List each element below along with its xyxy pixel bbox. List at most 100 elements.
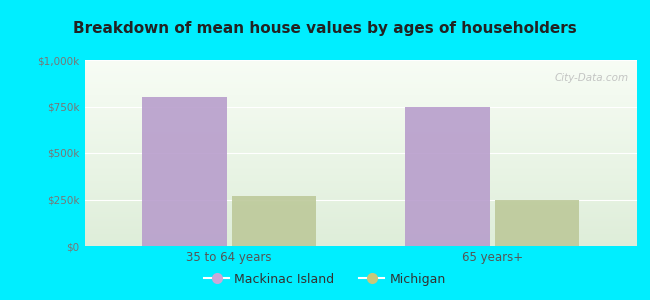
Bar [84, 129, 637, 130]
Bar [84, 84, 637, 85]
Bar [84, 193, 637, 194]
Bar [84, 97, 637, 98]
Bar [84, 227, 637, 228]
Bar [84, 168, 637, 169]
Bar [84, 187, 637, 188]
Bar [84, 135, 637, 136]
Bar [84, 131, 637, 132]
Bar [84, 120, 637, 121]
Bar [84, 67, 637, 68]
Bar [84, 177, 637, 178]
Bar [84, 92, 637, 93]
Bar [84, 150, 637, 151]
Bar [84, 110, 637, 111]
Bar [84, 164, 637, 165]
Bar [84, 96, 637, 97]
Bar [84, 236, 637, 237]
Bar [84, 89, 637, 90]
Bar [84, 233, 637, 234]
Bar [84, 68, 637, 69]
Bar [84, 126, 637, 127]
Bar [84, 80, 637, 81]
Bar [84, 167, 637, 168]
Bar [84, 115, 637, 116]
Bar [84, 240, 637, 241]
Bar [84, 117, 637, 118]
Bar [84, 142, 637, 143]
Bar [84, 121, 637, 122]
Bar [84, 146, 637, 147]
Bar [84, 181, 637, 182]
Bar [84, 149, 637, 150]
Bar [84, 95, 637, 96]
Bar [84, 90, 637, 91]
Bar [84, 69, 637, 70]
Bar [84, 201, 637, 202]
Bar [84, 65, 637, 66]
Bar [84, 124, 637, 125]
Bar [84, 208, 637, 209]
Bar [84, 102, 637, 103]
Bar [84, 226, 637, 227]
Bar [84, 88, 637, 89]
Text: City-Data.com: City-Data.com [554, 73, 629, 83]
Bar [84, 160, 637, 161]
Bar [84, 148, 637, 149]
Bar [84, 172, 637, 173]
Bar [84, 242, 637, 243]
Bar [84, 94, 637, 95]
Bar [84, 218, 637, 219]
Bar [84, 125, 637, 126]
Bar [84, 156, 637, 157]
Bar [84, 211, 637, 212]
Bar [84, 241, 637, 242]
Bar [84, 195, 637, 196]
Bar [84, 194, 637, 195]
Bar [84, 155, 637, 156]
Bar [84, 101, 637, 102]
Bar [84, 180, 637, 181]
Bar [84, 153, 637, 154]
Bar [84, 228, 637, 229]
Bar [84, 85, 637, 86]
Bar [84, 113, 637, 114]
Bar [84, 174, 637, 175]
Bar [84, 70, 637, 71]
Bar [84, 178, 637, 179]
Bar [84, 245, 637, 246]
Bar [84, 140, 637, 141]
Bar [84, 79, 637, 80]
Bar [406, 106, 489, 246]
Bar [84, 83, 637, 84]
Bar [84, 144, 637, 145]
Bar [84, 192, 637, 193]
Bar [84, 229, 637, 230]
Bar [84, 237, 637, 238]
Bar [84, 136, 637, 137]
Bar [84, 197, 637, 198]
Bar [84, 216, 637, 217]
Bar [84, 170, 637, 171]
Bar [84, 145, 637, 146]
Bar [84, 130, 637, 131]
Bar [84, 119, 637, 120]
Bar [84, 162, 637, 163]
Bar [84, 223, 637, 224]
Bar [84, 163, 637, 164]
Bar [84, 175, 637, 176]
Text: Breakdown of mean house values by ages of householders: Breakdown of mean house values by ages o… [73, 21, 577, 36]
Bar [84, 62, 637, 63]
Bar [84, 147, 637, 148]
Bar [84, 151, 637, 152]
Bar [84, 104, 637, 105]
Bar [84, 186, 637, 187]
Bar [84, 86, 637, 87]
Bar [84, 118, 637, 119]
Bar [84, 196, 637, 197]
Bar [84, 183, 637, 184]
Bar [84, 114, 637, 115]
Bar [84, 182, 637, 183]
Bar [84, 111, 637, 112]
Bar [84, 215, 637, 216]
Bar [84, 199, 637, 200]
